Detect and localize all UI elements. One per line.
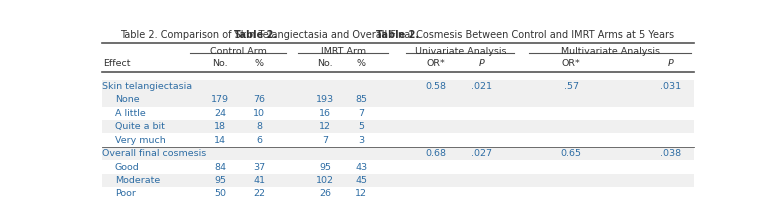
Bar xyxy=(102,120,694,134)
Text: 3: 3 xyxy=(358,136,364,145)
Text: 12: 12 xyxy=(319,122,331,131)
Text: 37: 37 xyxy=(253,163,265,172)
Text: .57: .57 xyxy=(564,82,579,91)
Text: 50: 50 xyxy=(214,190,226,199)
Text: Skin telangiectasia: Skin telangiectasia xyxy=(102,82,191,91)
Text: 18: 18 xyxy=(214,122,226,131)
Text: 12: 12 xyxy=(355,190,367,199)
Text: 14: 14 xyxy=(214,136,226,145)
Text: A little: A little xyxy=(115,109,146,118)
Text: Quite a bit: Quite a bit xyxy=(115,122,165,131)
Text: 10: 10 xyxy=(253,109,265,118)
Text: Table 2.: Table 2. xyxy=(376,30,419,40)
Text: 7: 7 xyxy=(358,109,364,118)
Text: OR*: OR* xyxy=(562,59,580,68)
Text: %: % xyxy=(254,59,264,68)
Text: 7: 7 xyxy=(322,136,328,145)
Text: P: P xyxy=(667,59,673,68)
Text: Table 2.: Table 2. xyxy=(234,30,277,40)
Text: .031: .031 xyxy=(660,82,681,91)
Text: Multivariate Analysis: Multivariate Analysis xyxy=(561,47,660,56)
Text: IMRT Arm: IMRT Arm xyxy=(321,47,366,56)
Text: Effect: Effect xyxy=(103,59,130,68)
Text: No.: No. xyxy=(212,59,228,68)
Text: 16: 16 xyxy=(319,109,331,118)
Text: 26: 26 xyxy=(319,190,331,199)
Text: Control Arm: Control Arm xyxy=(209,47,267,56)
Text: 45: 45 xyxy=(355,176,367,185)
Bar xyxy=(102,174,694,187)
Text: .021: .021 xyxy=(470,82,492,91)
Text: 76: 76 xyxy=(253,95,265,104)
Text: Very much: Very much xyxy=(115,136,166,145)
Text: None: None xyxy=(115,95,140,104)
Text: 43: 43 xyxy=(355,163,367,172)
Text: 179: 179 xyxy=(211,95,229,104)
Text: 193: 193 xyxy=(316,95,334,104)
Text: 8: 8 xyxy=(256,122,262,131)
Text: OR*: OR* xyxy=(427,59,446,68)
Text: Moderate: Moderate xyxy=(115,176,160,185)
Text: 5: 5 xyxy=(358,122,364,131)
Text: 6: 6 xyxy=(256,136,262,145)
Text: P: P xyxy=(478,59,484,68)
Text: .027: .027 xyxy=(470,149,492,158)
Text: 95: 95 xyxy=(319,163,331,172)
Text: No.: No. xyxy=(317,59,333,68)
Text: 0.58: 0.58 xyxy=(425,82,446,91)
Bar xyxy=(102,80,694,93)
Text: 22: 22 xyxy=(253,190,265,199)
Text: Good: Good xyxy=(115,163,140,172)
Text: Poor: Poor xyxy=(115,190,136,199)
Bar xyxy=(102,147,694,160)
Text: 102: 102 xyxy=(316,176,334,185)
Text: .038: .038 xyxy=(660,149,681,158)
Text: 0.68: 0.68 xyxy=(425,149,446,158)
Text: Overall final cosmesis: Overall final cosmesis xyxy=(102,149,206,158)
Text: 41: 41 xyxy=(253,176,265,185)
Text: 95: 95 xyxy=(214,176,226,185)
Text: 0.65: 0.65 xyxy=(561,149,582,158)
Bar xyxy=(102,93,694,106)
Text: Univariate Analysis: Univariate Analysis xyxy=(415,47,506,56)
Text: 84: 84 xyxy=(214,163,226,172)
Text: 85: 85 xyxy=(355,95,367,104)
Text: %: % xyxy=(356,59,366,68)
Text: 24: 24 xyxy=(214,109,226,118)
Text: Table 2. Comparison of Skin Telangiectasia and Overall Final Cosmesis Between Co: Table 2. Comparison of Skin Telangiectas… xyxy=(120,30,674,40)
